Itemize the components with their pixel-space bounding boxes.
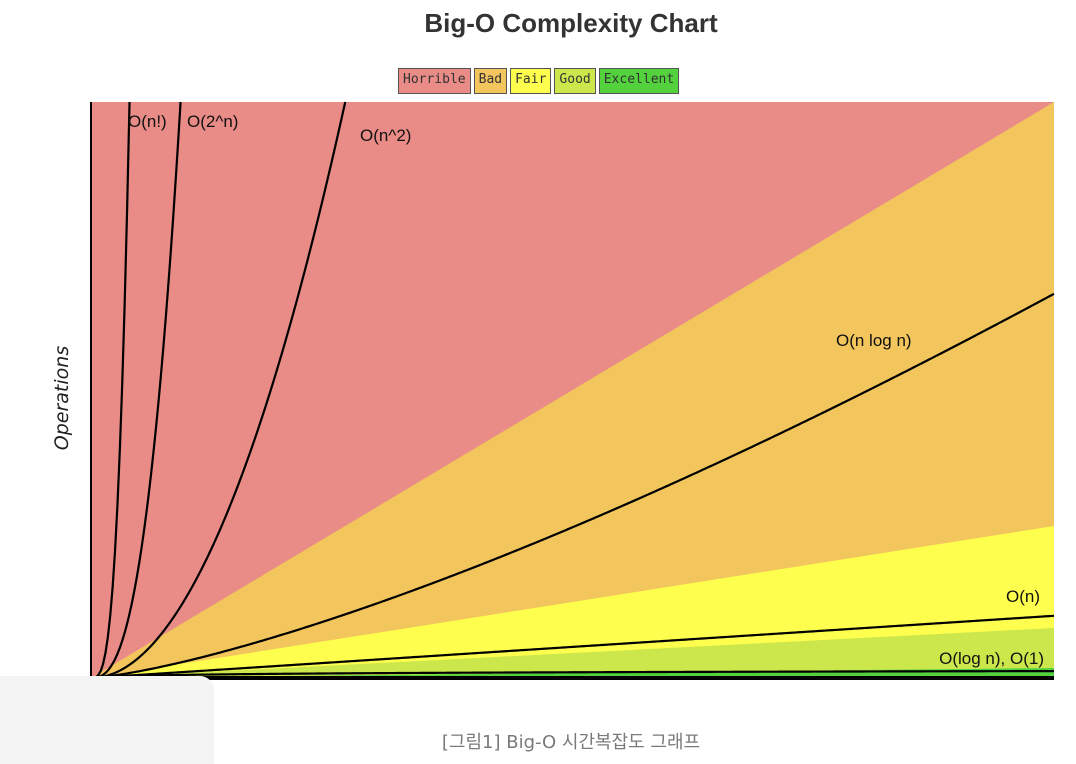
- figure-caption: [그림1] Big-O 시간복잡도 그래프: [441, 732, 701, 753]
- curve-factorial: [90, 101, 131, 680]
- curve-label-exp2: O(2^n): [187, 112, 238, 131]
- complexity-regions: [91, 102, 1054, 678]
- region-good: [91, 628, 1054, 678]
- curve-label-log: O(log n), O(1): [939, 649, 1044, 668]
- legend-item-excellent: Excellent: [598, 68, 680, 94]
- curve-label-linear: O(n): [1006, 587, 1040, 606]
- side-card: [0, 676, 214, 764]
- legend-item-bad: Bad: [473, 68, 508, 94]
- legend-item-horrible: Horrible: [398, 68, 471, 94]
- curve-label-nlogn: O(n log n): [836, 331, 912, 350]
- legend-item-good: Good: [554, 68, 596, 94]
- region-fair: [91, 526, 1054, 678]
- chart-legend: Horrible Bad Fair Good Excellent: [398, 68, 680, 94]
- curve-exp2: [90, 101, 182, 680]
- curve-labels: O(n!) O(2^n) O(n^2) O(n log n) O(n) O(log n),…: [128, 112, 1044, 668]
- curve-nlogn: [90, 292, 1055, 680]
- curve-square: [90, 101, 347, 680]
- complexity-curves: [90, 101, 1055, 680]
- curve-linear: [90, 614, 1055, 680]
- region-bad: [91, 102, 1054, 678]
- curve-label-factorial: O(n!): [128, 112, 167, 131]
- chart-title: Big-O Complexity Chart: [424, 8, 718, 38]
- legend-item-fair: Fair: [510, 68, 552, 94]
- curve-log: [90, 669, 1054, 680]
- curve-label-square: O(n^2): [360, 126, 411, 145]
